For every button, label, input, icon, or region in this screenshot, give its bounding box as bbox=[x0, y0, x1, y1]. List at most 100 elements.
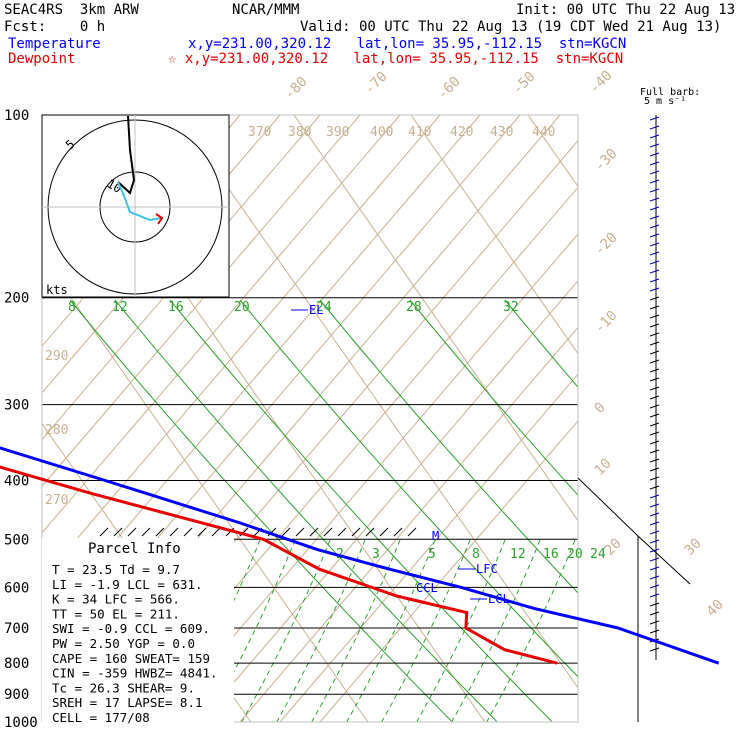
wind-barb bbox=[649, 494, 660, 499]
wind-barb bbox=[649, 647, 660, 652]
el-label: EL bbox=[309, 303, 323, 317]
wind-barb bbox=[649, 467, 660, 472]
forecast-hour: Fcst: 0 h bbox=[4, 19, 106, 35]
pressure-tick-label: 800 bbox=[4, 656, 29, 672]
theta-tick-label: 430 bbox=[490, 125, 513, 140]
wind-barb bbox=[649, 152, 660, 157]
parcel-info-row: SWI = -0.9 CCL = 609. bbox=[52, 621, 210, 636]
isotherm-line bbox=[527, 115, 578, 188]
mixing-ratio-line bbox=[114, 299, 498, 722]
wind-barb bbox=[649, 557, 660, 562]
theta-tick-label: 440 bbox=[532, 125, 555, 140]
moist-adiabat-line bbox=[381, 539, 471, 722]
wind-barb bbox=[649, 341, 660, 346]
parcel-info-row: PW = 2.50 YGP = 0.0 bbox=[52, 636, 195, 651]
dry-adiabat-line bbox=[199, 279, 578, 722]
theta-tick-label: 400 bbox=[370, 125, 393, 140]
parcel-info-row: CAPE = 160 SWEAT= 159 bbox=[52, 651, 210, 666]
wind-barb bbox=[649, 476, 660, 481]
wind-barb bbox=[649, 197, 660, 202]
hodograph-ring-label: 10 bbox=[105, 176, 125, 195]
wind-barb bbox=[649, 548, 660, 553]
hodograph-unit: kts bbox=[46, 283, 68, 297]
dry-adiabat-line bbox=[319, 420, 578, 722]
wind-barb bbox=[649, 404, 660, 409]
mixing-ratio-tick-label: 28 bbox=[406, 300, 422, 315]
wind-barb bbox=[649, 332, 660, 337]
isotherm-tick-label: -50 bbox=[510, 69, 539, 98]
moist-adiabat-line bbox=[206, 539, 296, 722]
parcel-info-row: SREH = 17 LAPSE= 8.1 bbox=[52, 695, 203, 710]
hatch-mark bbox=[365, 527, 375, 537]
wind-barb bbox=[649, 260, 660, 265]
mixing-ratio-tick-label: 3 bbox=[372, 547, 380, 562]
isotherm-tick-label: -20 bbox=[592, 230, 621, 259]
pressure-tick-label: 900 bbox=[4, 687, 29, 703]
wind-barb bbox=[649, 206, 660, 211]
mixing-ratio-tick-label: 12 bbox=[112, 300, 128, 315]
wind-barb bbox=[649, 602, 660, 607]
parcel-info-row: T = 23.5 Td = 9.7 bbox=[52, 562, 180, 577]
theta-tick-label: 410 bbox=[408, 125, 431, 140]
pressure-tick-label: 100 bbox=[4, 108, 29, 124]
mixing-ratio-tick-label: 12 bbox=[510, 547, 526, 562]
wind-barb bbox=[649, 584, 660, 589]
pressure-tick-label: 300 bbox=[4, 398, 29, 414]
temperature-location: x,y=231.00,320.12 lat,lon= 35.95,-112.15… bbox=[188, 36, 627, 52]
pressure-tick-label: 500 bbox=[4, 532, 29, 548]
wind-barb bbox=[649, 359, 660, 364]
mixing-ratio-line bbox=[504, 299, 578, 388]
pressure-tick-label: 700 bbox=[4, 621, 29, 637]
wind-barb bbox=[649, 161, 660, 166]
dry-adiabat-line bbox=[42, 115, 441, 581]
moist-adiabat-line bbox=[276, 539, 366, 722]
hatch-mark bbox=[183, 527, 193, 537]
wind-barb bbox=[649, 422, 660, 427]
wind-barb bbox=[649, 251, 660, 256]
wind-barb bbox=[649, 449, 660, 454]
dry-adiabat-line bbox=[42, 115, 401, 534]
hodograph-trace-lower bbox=[117, 181, 163, 222]
wind-barb bbox=[649, 278, 660, 283]
parcel-info-box: Parcel Info T = 23.5 Td = 9.7LI = -1.9 LC… bbox=[42, 538, 234, 728]
mixing-ratio-tick-label: 8 bbox=[472, 547, 480, 562]
moist-adiabat-line bbox=[346, 539, 436, 722]
org-label: NCAR/MMM bbox=[232, 2, 300, 18]
parcel-info-row: CIN = -359 HWBZ= 4841. bbox=[52, 666, 218, 681]
wind-barb bbox=[649, 413, 660, 418]
wind-barb bbox=[649, 188, 660, 193]
isotherm-tick-label: 30 bbox=[682, 536, 705, 559]
hatch-mark bbox=[323, 527, 333, 537]
wind-barb bbox=[649, 503, 660, 508]
hatch-mark bbox=[351, 527, 361, 537]
m-label: M bbox=[432, 529, 439, 543]
barb-legend-label: 5 m s⁻¹ bbox=[644, 96, 686, 107]
wind-barb bbox=[649, 215, 660, 220]
mixing-ratio-line bbox=[169, 299, 553, 722]
wind-barb bbox=[649, 350, 660, 355]
mixing-ratio-tick-label: 16 bbox=[168, 300, 184, 315]
wind-barb bbox=[649, 296, 660, 301]
lfc-label: LFC bbox=[476, 562, 498, 576]
isotherm-tick-label: -10 bbox=[592, 308, 621, 337]
hatch-mark bbox=[309, 527, 319, 537]
hatch-mark bbox=[295, 527, 305, 537]
parcel-info-row: TT = 50 EL = 211. bbox=[52, 606, 180, 621]
hodograph-trace-upper bbox=[117, 115, 136, 195]
isotherm-tick-label: -30 bbox=[592, 146, 621, 175]
dewpoint-line bbox=[0, 465, 558, 665]
hatch-mark bbox=[393, 527, 403, 537]
mixing-ratio-tick-label: 5 bbox=[428, 547, 436, 562]
lcl-label: LCL bbox=[488, 592, 510, 606]
plot-frame bbox=[41, 114, 579, 723]
init-time: Init: 00 UTC Thu 22 Aug 13 bbox=[516, 2, 736, 18]
dry-adiabat-line bbox=[239, 326, 578, 722]
wind-barb bbox=[649, 530, 660, 535]
pressure-tick-label: 600 bbox=[4, 580, 29, 596]
annotations: EL LFC CCL LCL M Parcel Info T = 23.5 Td = 9.7… bbox=[42, 303, 510, 728]
theta-tick-label: 420 bbox=[450, 125, 473, 140]
isotherm-tick-label: 10 bbox=[592, 456, 615, 479]
